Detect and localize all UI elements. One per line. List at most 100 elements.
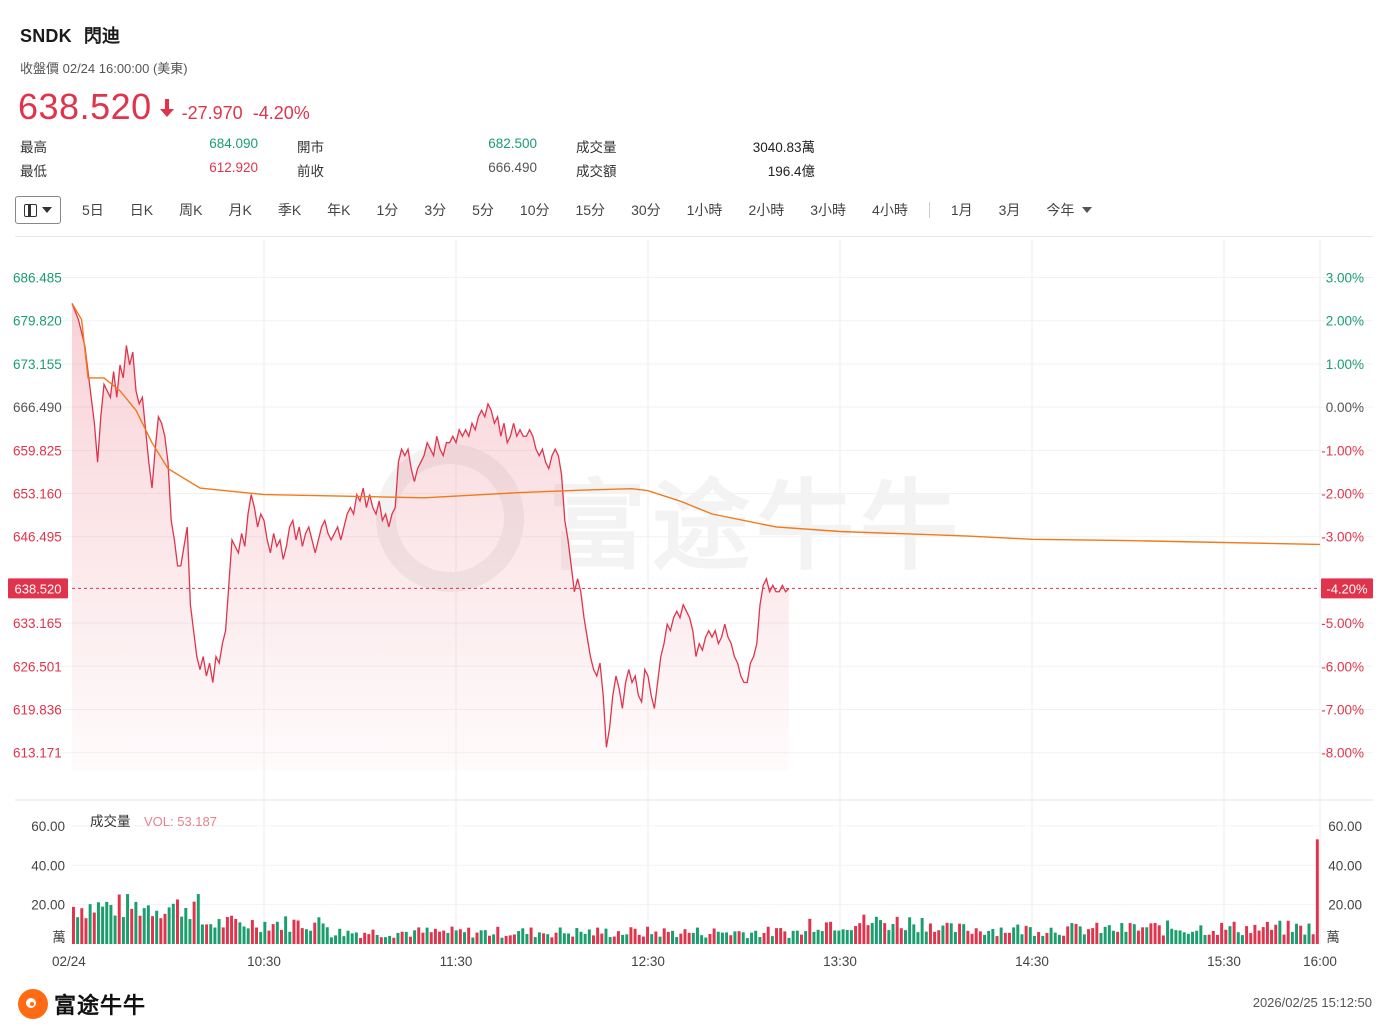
period-tab-items-5[interactable]: 年K bbox=[327, 202, 351, 218]
volume-bar bbox=[1249, 933, 1253, 944]
pct-tick-label: -7.00% bbox=[1321, 702, 1364, 717]
volume-bar bbox=[512, 934, 516, 944]
volume-bar bbox=[974, 928, 978, 944]
volume-bar bbox=[1041, 935, 1045, 944]
period-tab-items-9[interactable]: 10分 bbox=[519, 202, 550, 218]
chart-type-button[interactable] bbox=[15, 196, 61, 224]
volume-bar bbox=[1141, 927, 1145, 944]
volume-bar bbox=[587, 929, 591, 944]
last-price: 638.520 bbox=[18, 86, 152, 127]
period-tab-items2-0[interactable]: 1月 bbox=[950, 202, 973, 218]
volume-bar bbox=[916, 932, 920, 944]
close-time: 收盤價 02/24 16:00:00 (美東) bbox=[20, 61, 188, 76]
volume-bar bbox=[970, 933, 974, 944]
period-tab-items-4[interactable]: 季K bbox=[277, 202, 302, 218]
price-change: -27.970 bbox=[181, 103, 243, 123]
volume-bar bbox=[425, 927, 429, 944]
stock-title: SNDK 閃迪 bbox=[20, 22, 132, 48]
y-tick-label: 626.501 bbox=[13, 659, 62, 674]
volume-bar bbox=[775, 928, 778, 944]
period-tab-items-6[interactable]: 1分 bbox=[376, 202, 399, 218]
volume-bar bbox=[854, 926, 858, 944]
volume-bar bbox=[225, 916, 229, 944]
period-tab-items-2[interactable]: 周K bbox=[179, 202, 203, 218]
volume-bar bbox=[359, 937, 362, 944]
period-tab-items2-1[interactable]: 3月 bbox=[998, 202, 1021, 218]
high-label: 最高 bbox=[20, 140, 47, 155]
volume-bar bbox=[304, 929, 308, 944]
snapshot-timestamp: 2026/02/25 15:12:50 bbox=[1252, 995, 1372, 1010]
volume-bar bbox=[687, 932, 691, 944]
period-tab-items-12[interactable]: 1小時 bbox=[686, 202, 723, 218]
volume-bar bbox=[924, 931, 928, 944]
volume-bar bbox=[130, 908, 134, 944]
volume-bar bbox=[1053, 932, 1057, 944]
volume-bar bbox=[879, 920, 882, 944]
volume-bar bbox=[379, 937, 383, 944]
volume-bar bbox=[1174, 930, 1178, 944]
volume-bar bbox=[275, 921, 279, 944]
volume-bar bbox=[400, 931, 404, 944]
volume-bar bbox=[354, 932, 358, 944]
period-tab-items-1[interactable]: 日K bbox=[129, 202, 154, 218]
volume-bar bbox=[1191, 931, 1194, 944]
period-tab-items-10[interactable]: 15分 bbox=[575, 202, 606, 218]
volume-bar bbox=[180, 916, 184, 944]
y-tick-label: 613.171 bbox=[13, 746, 62, 761]
volume-bar bbox=[371, 929, 375, 944]
brand-name: 富途牛牛 bbox=[54, 993, 147, 1018]
volume-bar bbox=[363, 932, 367, 944]
volume-bar bbox=[1062, 935, 1066, 944]
volume-bar bbox=[612, 936, 616, 944]
volume-bar bbox=[1020, 934, 1024, 944]
volume-bar bbox=[1207, 934, 1211, 944]
volume-bar bbox=[446, 932, 450, 944]
volume-bar bbox=[533, 937, 537, 944]
period-tab-items-14[interactable]: 3小時 bbox=[810, 202, 847, 218]
volume-bar bbox=[1161, 935, 1165, 944]
volume-bar bbox=[396, 932, 400, 944]
volume-bar bbox=[1116, 931, 1120, 944]
low-value: 612.920 bbox=[209, 160, 258, 175]
volume-bar bbox=[829, 921, 833, 944]
avg-price-line bbox=[71, 303, 1321, 546]
volume-bar bbox=[458, 929, 462, 944]
period-tab-items-15[interactable]: 4小時 bbox=[872, 202, 908, 218]
period-tab-items-13[interactable]: 2小時 bbox=[748, 202, 785, 218]
volume-bar bbox=[1311, 934, 1315, 944]
volume-bar bbox=[1270, 929, 1274, 944]
y-tick-label: 679.820 bbox=[13, 314, 62, 329]
volume-bar bbox=[858, 923, 862, 944]
price-area bbox=[72, 303, 789, 770]
volume-bar bbox=[816, 929, 820, 944]
volume-bar bbox=[1128, 923, 1132, 944]
volume-bar bbox=[238, 922, 242, 944]
volume-bar bbox=[874, 916, 878, 944]
pct-tick-label: -8.00% bbox=[1321, 746, 1364, 761]
volume-bar bbox=[325, 927, 329, 944]
period-tab-items-0[interactable]: 5日 bbox=[82, 202, 104, 218]
period-select[interactable]: 今年 bbox=[1033, 200, 1105, 220]
volume-bar bbox=[820, 931, 824, 944]
volume-bar bbox=[84, 918, 88, 944]
x-tick-label: 11:30 bbox=[440, 954, 473, 969]
volume-bar bbox=[167, 907, 171, 944]
volume-bar bbox=[592, 935, 595, 944]
period-tab-items-8[interactable]: 5分 bbox=[472, 202, 494, 218]
volume-bar bbox=[554, 932, 558, 944]
volume-bar bbox=[887, 930, 891, 944]
period-tab-items-3[interactable]: 月K bbox=[228, 202, 252, 218]
pct-tick-label: 0.00% bbox=[1326, 400, 1364, 415]
period-tab-items-11[interactable]: 30分 bbox=[631, 202, 661, 218]
period-tab-items-7[interactable]: 3分 bbox=[424, 202, 447, 218]
volume-bar bbox=[629, 927, 633, 944]
volume-bar bbox=[845, 929, 849, 944]
volume-bar bbox=[309, 930, 313, 944]
volume-bar bbox=[949, 923, 953, 944]
volume-bar bbox=[1120, 923, 1124, 944]
volume-bar bbox=[912, 924, 916, 944]
volume-bar bbox=[708, 934, 712, 944]
y-tick-label: 666.490 bbox=[13, 400, 62, 415]
volume-bar bbox=[1157, 925, 1161, 944]
volume-bar bbox=[88, 904, 92, 944]
